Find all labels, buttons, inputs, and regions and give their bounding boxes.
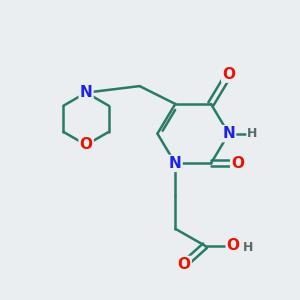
Text: O: O: [178, 257, 191, 272]
Text: O: O: [222, 67, 235, 82]
Text: O: O: [80, 137, 93, 152]
Text: H: H: [243, 241, 253, 254]
Text: O: O: [231, 156, 244, 171]
Text: N: N: [80, 85, 92, 100]
Text: H: H: [248, 127, 258, 140]
Text: N: N: [169, 156, 182, 171]
Text: N: N: [222, 126, 235, 141]
Text: O: O: [227, 238, 240, 253]
